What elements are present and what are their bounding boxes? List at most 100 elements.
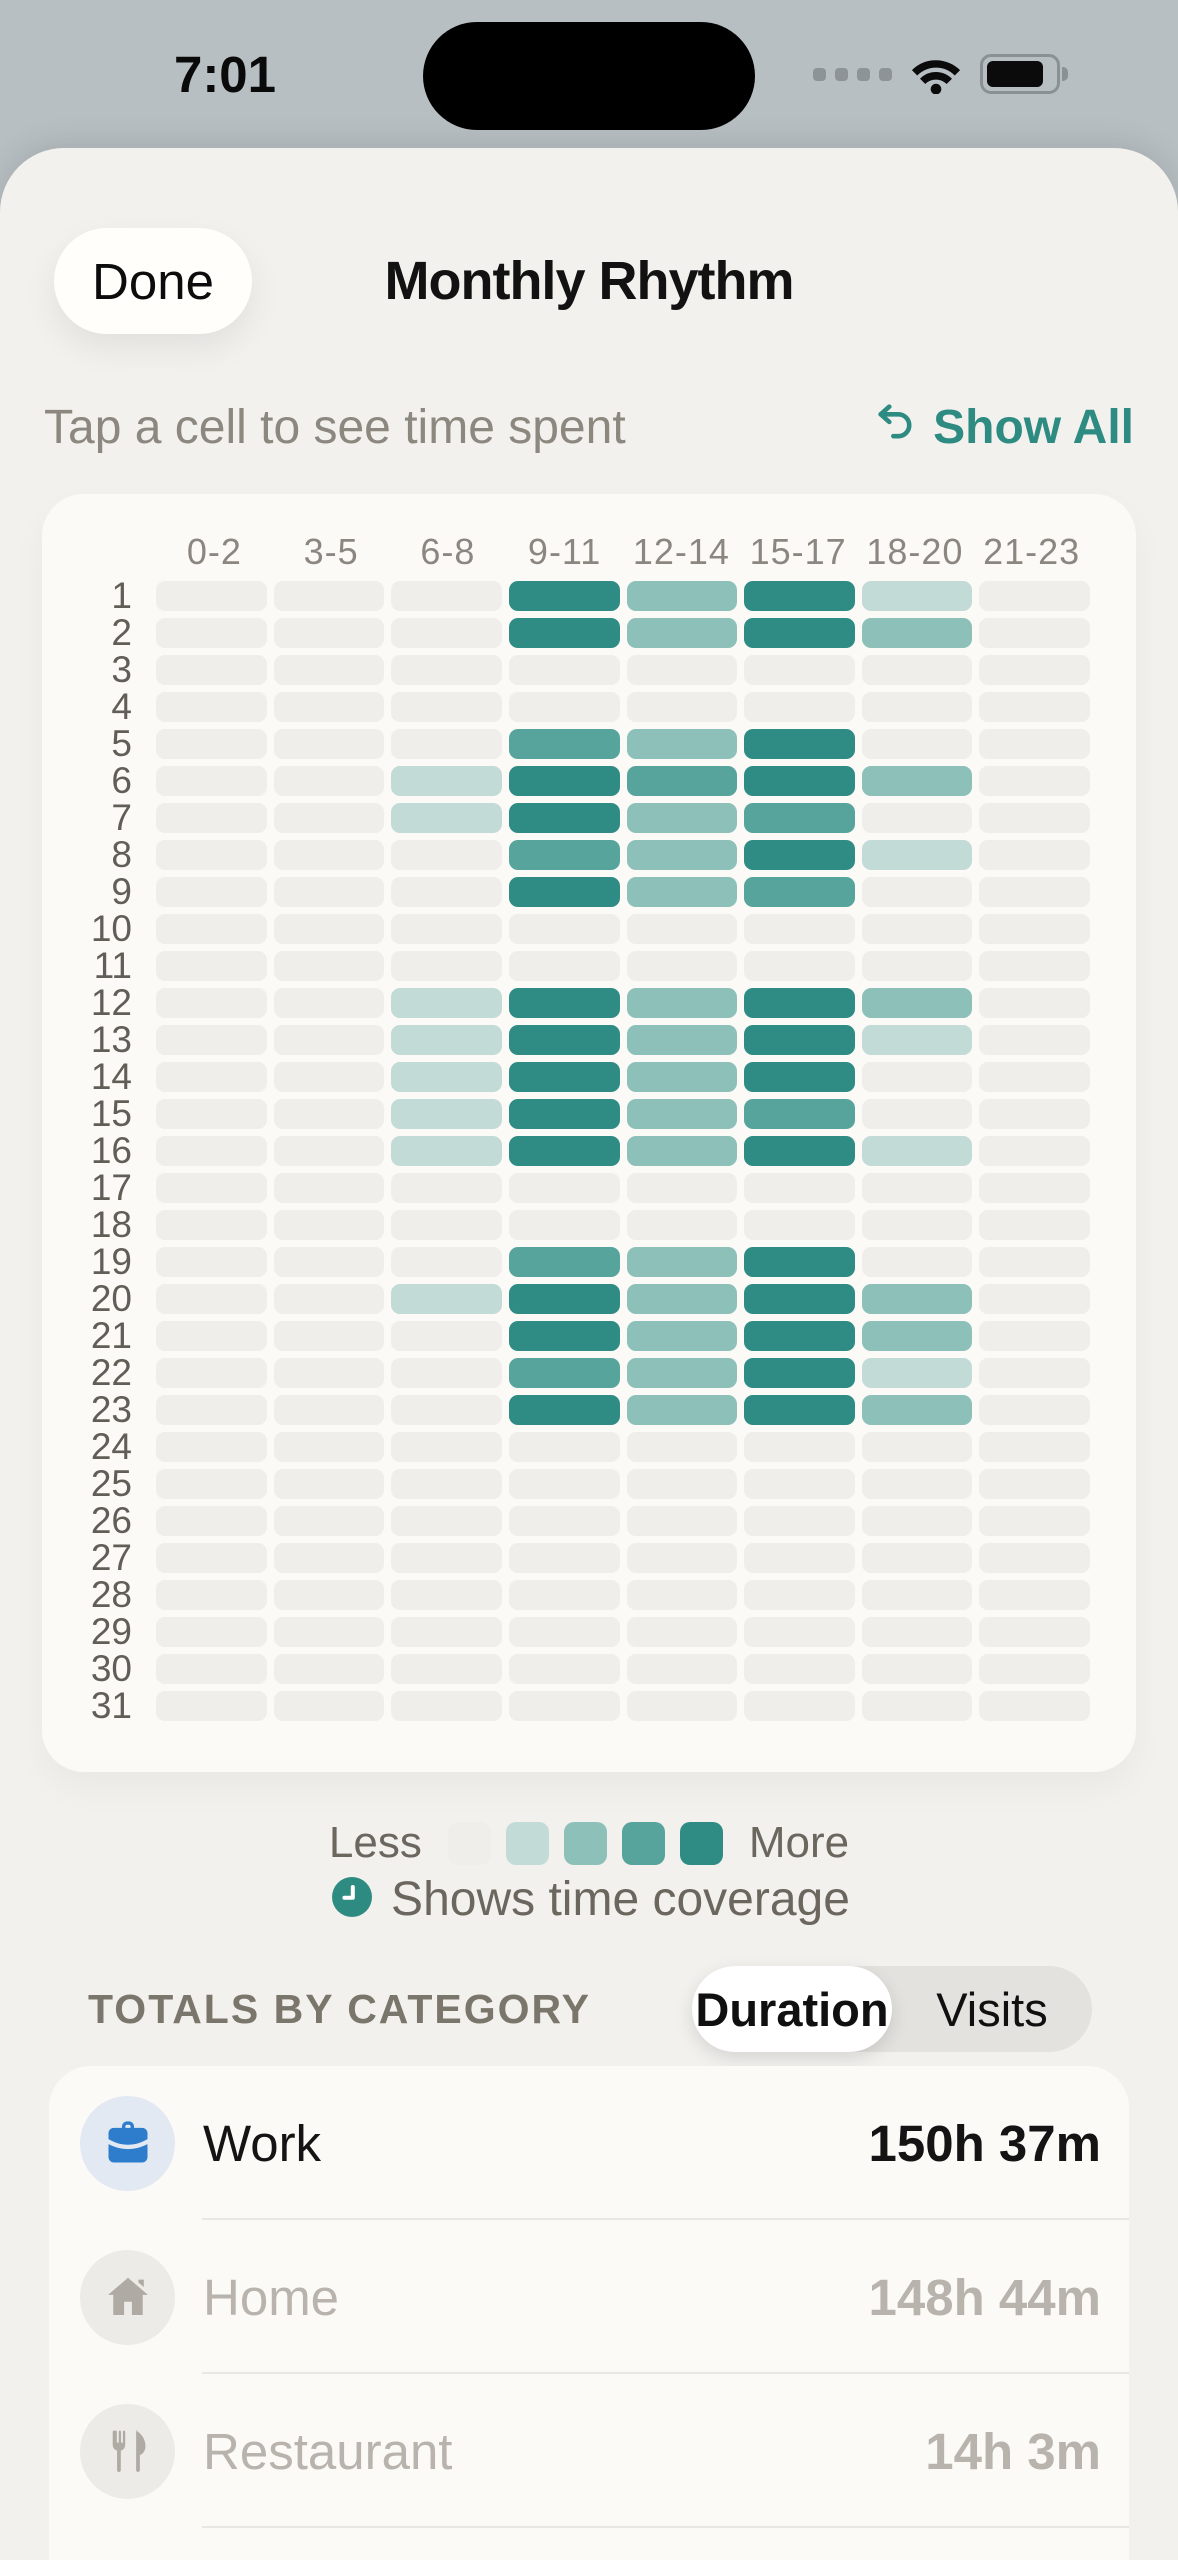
heatmap-cell[interactable] [391, 580, 502, 611]
heatmap-cell[interactable] [979, 765, 1090, 796]
heatmap-cell[interactable] [273, 580, 385, 611]
heatmap-cell[interactable] [979, 802, 1090, 833]
heatmap-cell[interactable] [744, 691, 855, 722]
heatmap-cell[interactable] [156, 1394, 267, 1425]
heatmap-cell[interactable] [391, 1653, 502, 1684]
heatmap-cell[interactable] [979, 1505, 1090, 1536]
heatmap-cell[interactable] [273, 1061, 385, 1092]
heatmap-cell[interactable] [156, 691, 267, 722]
heatmap-cell[interactable] [626, 1579, 738, 1610]
heatmap-cell[interactable] [626, 987, 738, 1018]
heatmap-cell[interactable] [273, 1505, 385, 1536]
heatmap-cell[interactable] [861, 1468, 973, 1499]
heatmap-cell[interactable] [744, 1468, 855, 1499]
heatmap-cell[interactable] [508, 913, 620, 944]
heatmap-cell[interactable] [273, 1283, 385, 1314]
heatmap-cell[interactable] [156, 1468, 267, 1499]
heatmap-cell[interactable] [626, 765, 738, 796]
heatmap-cell[interactable] [273, 1320, 385, 1351]
heatmap-cell[interactable] [273, 839, 385, 870]
heatmap-cell[interactable] [861, 654, 973, 685]
heatmap-cell[interactable] [156, 654, 267, 685]
heatmap-cell[interactable] [744, 1098, 855, 1129]
heatmap-cell[interactable] [626, 654, 738, 685]
heatmap-cell[interactable] [744, 1542, 855, 1573]
heatmap-cell[interactable] [979, 1172, 1090, 1203]
heatmap-cell[interactable] [273, 728, 385, 759]
heatmap-cell[interactable] [156, 1098, 267, 1129]
heatmap-cell[interactable] [156, 1320, 267, 1351]
heatmap-cell[interactable] [744, 1357, 855, 1388]
heatmap-cell[interactable] [861, 1357, 973, 1388]
heatmap-cell[interactable] [508, 950, 620, 981]
heatmap-cell[interactable] [979, 1653, 1090, 1684]
heatmap-cell[interactable] [626, 1098, 738, 1129]
heatmap-cell[interactable] [156, 1357, 267, 1388]
heatmap-cell[interactable] [508, 1616, 620, 1647]
heatmap-cell[interactable] [273, 1542, 385, 1573]
heatmap-cell[interactable] [861, 1320, 973, 1351]
heatmap-cell[interactable] [273, 1209, 385, 1240]
heatmap-cell[interactable] [273, 617, 385, 648]
heatmap-cell[interactable] [626, 1505, 738, 1536]
heatmap-cell[interactable] [508, 1061, 620, 1092]
heatmap-cell[interactable] [744, 1394, 855, 1425]
heatmap-cell[interactable] [273, 1098, 385, 1129]
heatmap-cell[interactable] [391, 654, 502, 685]
heatmap-cell[interactable] [744, 1172, 855, 1203]
heatmap-cell[interactable] [744, 617, 855, 648]
heatmap-cell[interactable] [273, 1579, 385, 1610]
heatmap-cell[interactable] [979, 1468, 1090, 1499]
heatmap-cell[interactable] [626, 617, 738, 648]
heatmap-cell[interactable] [273, 1431, 385, 1462]
heatmap-cell[interactable] [979, 1024, 1090, 1055]
heatmap-cell[interactable] [626, 1653, 738, 1684]
heatmap-cell[interactable] [391, 728, 502, 759]
heatmap-cell[interactable] [391, 1172, 502, 1203]
heatmap-cell[interactable] [391, 1505, 502, 1536]
heatmap-cell[interactable] [744, 1135, 855, 1166]
heatmap-cell[interactable] [391, 617, 502, 648]
heatmap-cell[interactable] [156, 1135, 267, 1166]
heatmap-cell[interactable] [861, 580, 973, 611]
heatmap-cell[interactable] [508, 654, 620, 685]
heatmap-cell[interactable] [391, 950, 502, 981]
heatmap-cell[interactable] [273, 1135, 385, 1166]
heatmap-cell[interactable] [861, 1505, 973, 1536]
heatmap-cell[interactable] [861, 728, 973, 759]
heatmap-cell[interactable] [156, 987, 267, 1018]
heatmap-cell[interactable] [744, 913, 855, 944]
heatmap-cell[interactable] [626, 728, 738, 759]
heatmap-cell[interactable] [626, 1135, 738, 1166]
heatmap-cell[interactable] [156, 802, 267, 833]
heatmap-cell[interactable] [861, 1542, 973, 1573]
heatmap-cell[interactable] [156, 728, 267, 759]
heatmap-cell[interactable] [508, 802, 620, 833]
heatmap-cell[interactable] [744, 950, 855, 981]
heatmap-cell[interactable] [391, 876, 502, 907]
heatmap-cell[interactable] [508, 1690, 620, 1721]
heatmap-cell[interactable] [979, 580, 1090, 611]
heatmap-cell[interactable] [391, 1283, 502, 1314]
heatmap-cell[interactable] [508, 728, 620, 759]
heatmap-cell[interactable] [626, 1468, 738, 1499]
category-row[interactable]: Home 148h 44m [49, 2220, 1129, 2374]
heatmap-cell[interactable] [861, 1246, 973, 1277]
heatmap-cell[interactable] [391, 1542, 502, 1573]
heatmap-cell[interactable] [979, 1357, 1090, 1388]
heatmap-cell[interactable] [861, 1653, 973, 1684]
heatmap-cell[interactable] [391, 1135, 502, 1166]
heatmap-cell[interactable] [156, 1431, 267, 1462]
heatmap-cell[interactable] [508, 1135, 620, 1166]
heatmap-cell[interactable] [861, 1024, 973, 1055]
heatmap-cell[interactable] [979, 913, 1090, 944]
heatmap-cell[interactable] [273, 876, 385, 907]
heatmap-cell[interactable] [508, 1431, 620, 1462]
heatmap-cell[interactable] [508, 1024, 620, 1055]
heatmap-cell[interactable] [861, 691, 973, 722]
heatmap-cell[interactable] [626, 1061, 738, 1092]
heatmap-cell[interactable] [273, 765, 385, 796]
heatmap-cell[interactable] [273, 1690, 385, 1721]
heatmap-cell[interactable] [744, 1431, 855, 1462]
heatmap-cell[interactable] [861, 1616, 973, 1647]
